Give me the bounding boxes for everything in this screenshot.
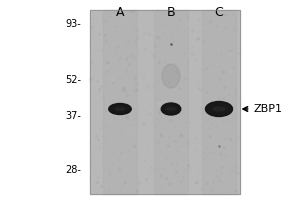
Ellipse shape bbox=[109, 104, 131, 114]
Ellipse shape bbox=[213, 107, 225, 111]
Text: C: C bbox=[214, 6, 224, 19]
Bar bbox=[90, 10, 240, 194]
Ellipse shape bbox=[161, 103, 181, 115]
Ellipse shape bbox=[115, 108, 125, 110]
Text: 37-: 37- bbox=[65, 111, 81, 121]
Text: 93-: 93- bbox=[65, 19, 81, 29]
Text: ZBP1: ZBP1 bbox=[254, 104, 283, 114]
Ellipse shape bbox=[162, 64, 180, 88]
Ellipse shape bbox=[206, 102, 233, 116]
Text: B: B bbox=[167, 6, 175, 19]
Ellipse shape bbox=[167, 108, 176, 110]
Bar bbox=[154, 10, 188, 194]
Text: A: A bbox=[116, 6, 124, 19]
Text: 52-: 52- bbox=[65, 75, 81, 85]
Bar bbox=[103, 10, 137, 194]
Bar bbox=[202, 10, 236, 194]
Text: 28-: 28- bbox=[65, 165, 81, 175]
Bar bbox=[90, 10, 240, 194]
